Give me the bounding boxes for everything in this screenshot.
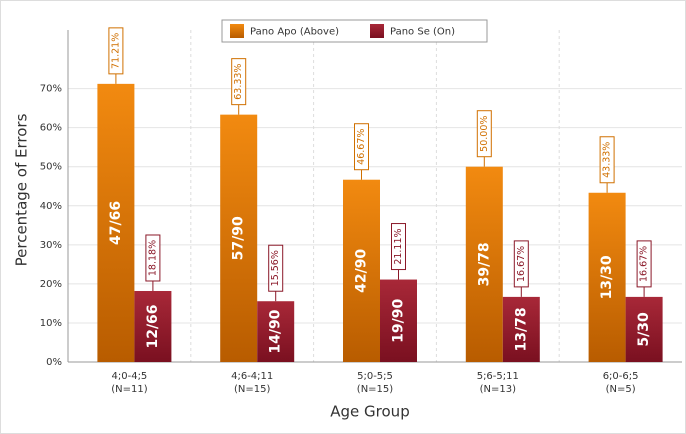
bar [134, 290, 172, 362]
value-label-box [145, 234, 161, 282]
fraction-label: 57/90 [231, 216, 247, 260]
value-label-box [513, 240, 529, 288]
y-tick-label: 40% [40, 201, 62, 212]
value-label-box [354, 123, 369, 171]
legend-swatch [370, 24, 384, 38]
y-tick-label: 50% [40, 162, 62, 173]
value-label: 50.00% [479, 116, 490, 152]
value-label: 16.67% [639, 246, 650, 282]
y-tick-label: 70% [40, 84, 62, 95]
x-axis-label: Age Group [330, 403, 409, 421]
value-label-box [391, 223, 406, 271]
legend-box [221, 19, 488, 43]
x-tick-label: 4;0-4;5 [112, 371, 148, 382]
bar [625, 296, 663, 362]
fraction-label: 5/30 [636, 312, 652, 347]
bar [380, 279, 417, 362]
fraction-label: 13/30 [599, 255, 615, 299]
fraction-label: 19/90 [391, 298, 407, 342]
value-label: 71.21% [110, 33, 121, 69]
bar [257, 301, 295, 362]
y-tick-label: 30% [40, 240, 62, 251]
value-label: 21.11% [393, 228, 404, 264]
x-tick-label: 4;6-4;11 [231, 371, 273, 382]
y-tick-label: 20% [40, 279, 62, 290]
value-label-box [599, 136, 615, 184]
value-label-box [636, 240, 652, 288]
value-label: 15.56% [270, 250, 281, 286]
legend-label: Pano Se (On) [390, 27, 455, 38]
value-label: 16.67% [516, 246, 527, 282]
legend: Pano Apo (Above) Pano Se (On) [221, 19, 488, 43]
x-tick-note: (N=13) [480, 384, 516, 395]
x-tick-note: (N=5) [606, 384, 636, 395]
value-label-box [231, 58, 247, 106]
bar [588, 192, 626, 362]
bar [502, 296, 540, 362]
value-label: 18.18% [147, 240, 158, 276]
value-label: 63.33% [233, 64, 244, 100]
y-tick-label: 10% [40, 318, 62, 329]
value-label-box [108, 27, 124, 75]
fraction-label: 42/90 [354, 249, 370, 293]
fraction-label: 47/66 [108, 201, 124, 245]
legend-label: Pano Apo (Above) [250, 27, 339, 38]
x-tick-note: (N=11) [111, 384, 147, 395]
x-tick-label: 5;0-5;5 [357, 371, 393, 382]
y-tick-label: 0% [46, 357, 62, 368]
value-label-box [268, 244, 284, 292]
value-label-box [476, 110, 492, 158]
fraction-label: 12/66 [145, 304, 161, 348]
value-label: 43.33% [602, 142, 613, 178]
x-tick-label: 6;0-6;5 [603, 371, 639, 382]
x-tick-note: (N=15) [357, 384, 393, 395]
x-tick-label: 5;6-5;11 [477, 371, 519, 382]
bar [97, 83, 135, 362]
x-tick-note: (N=15) [234, 384, 270, 395]
value-label: 46.67% [356, 129, 367, 165]
fraction-label: 39/78 [476, 242, 492, 286]
bar [465, 166, 503, 362]
fraction-label: 13/78 [513, 307, 529, 351]
bar [220, 114, 258, 362]
fraction-label: 14/90 [268, 309, 284, 353]
legend-swatch [230, 24, 244, 38]
y-tick-label: 60% [40, 123, 62, 134]
bar [343, 179, 380, 362]
y-axis-label: Percentage of Errors [13, 113, 31, 266]
